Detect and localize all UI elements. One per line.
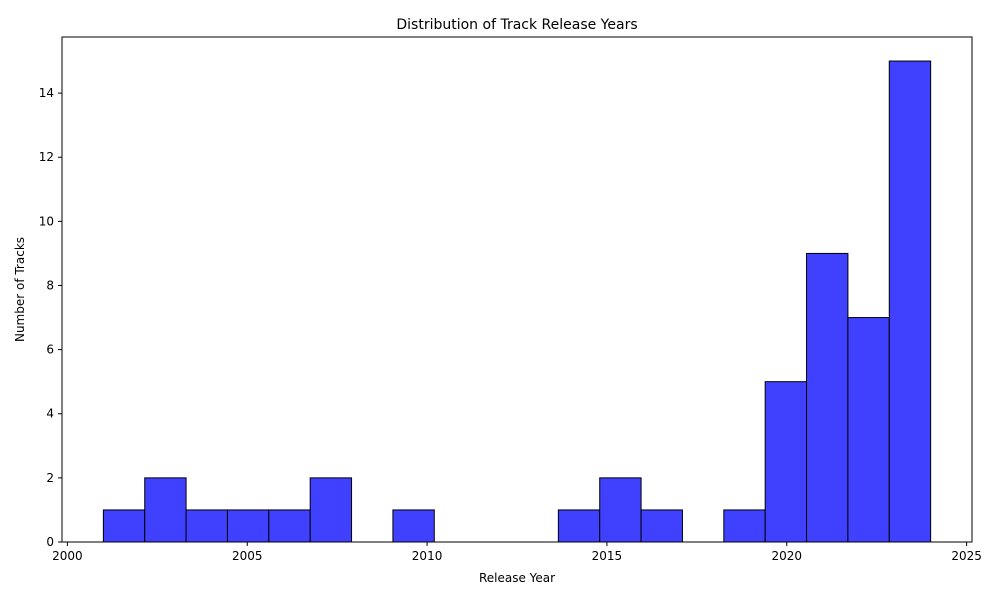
- histogram-bar: [268, 509, 311, 543]
- y-tick-label: 4: [46, 407, 54, 421]
- x-tick-label: 2020: [771, 549, 802, 563]
- y-tick-label: 10: [39, 214, 54, 228]
- x-axis-label: Release Year: [479, 571, 555, 585]
- x-tick-label: 2005: [232, 549, 263, 563]
- histogram-bar: [599, 477, 642, 543]
- chart-title: Distribution of Track Release Years: [396, 17, 637, 33]
- x-tick-label: 2015: [592, 549, 623, 563]
- histogram-bar: [847, 317, 890, 543]
- histogram-bar: [102, 509, 146, 543]
- histogram-bar: [144, 477, 187, 543]
- x-tick-label: 2025: [951, 549, 982, 563]
- histogram-bar: [185, 509, 228, 543]
- histogram-bar: [309, 477, 353, 543]
- y-tick-label: 14: [39, 86, 54, 100]
- y-axis-ticks: 0 2 4 6 8 10 12 14: [39, 86, 62, 549]
- histogram-bar: [806, 252, 849, 543]
- x-tick-label: 2010: [412, 549, 443, 563]
- x-axis-ticks: 2000 2005 2010 2015 2020 2025: [52, 542, 982, 563]
- y-tick-label: 8: [46, 278, 54, 292]
- bars-group: [102, 60, 932, 543]
- histogram-bar: [640, 509, 683, 543]
- y-tick-label: 2: [46, 471, 54, 485]
- histogram-bar: [723, 509, 766, 543]
- y-axis-label: Number of Tracks: [13, 237, 27, 342]
- histogram-bar: [557, 509, 601, 543]
- plot-frame: [61, 36, 973, 543]
- histogram-bar: [226, 509, 270, 543]
- y-tick-label: 12: [39, 150, 54, 164]
- y-tick-label: 0: [46, 535, 54, 549]
- histogram-bar: [392, 509, 435, 543]
- histogram-bar: [764, 381, 808, 543]
- histogram-bar: [888, 60, 932, 543]
- y-tick-label: 6: [46, 343, 54, 357]
- x-tick-label: 2000: [52, 549, 83, 563]
